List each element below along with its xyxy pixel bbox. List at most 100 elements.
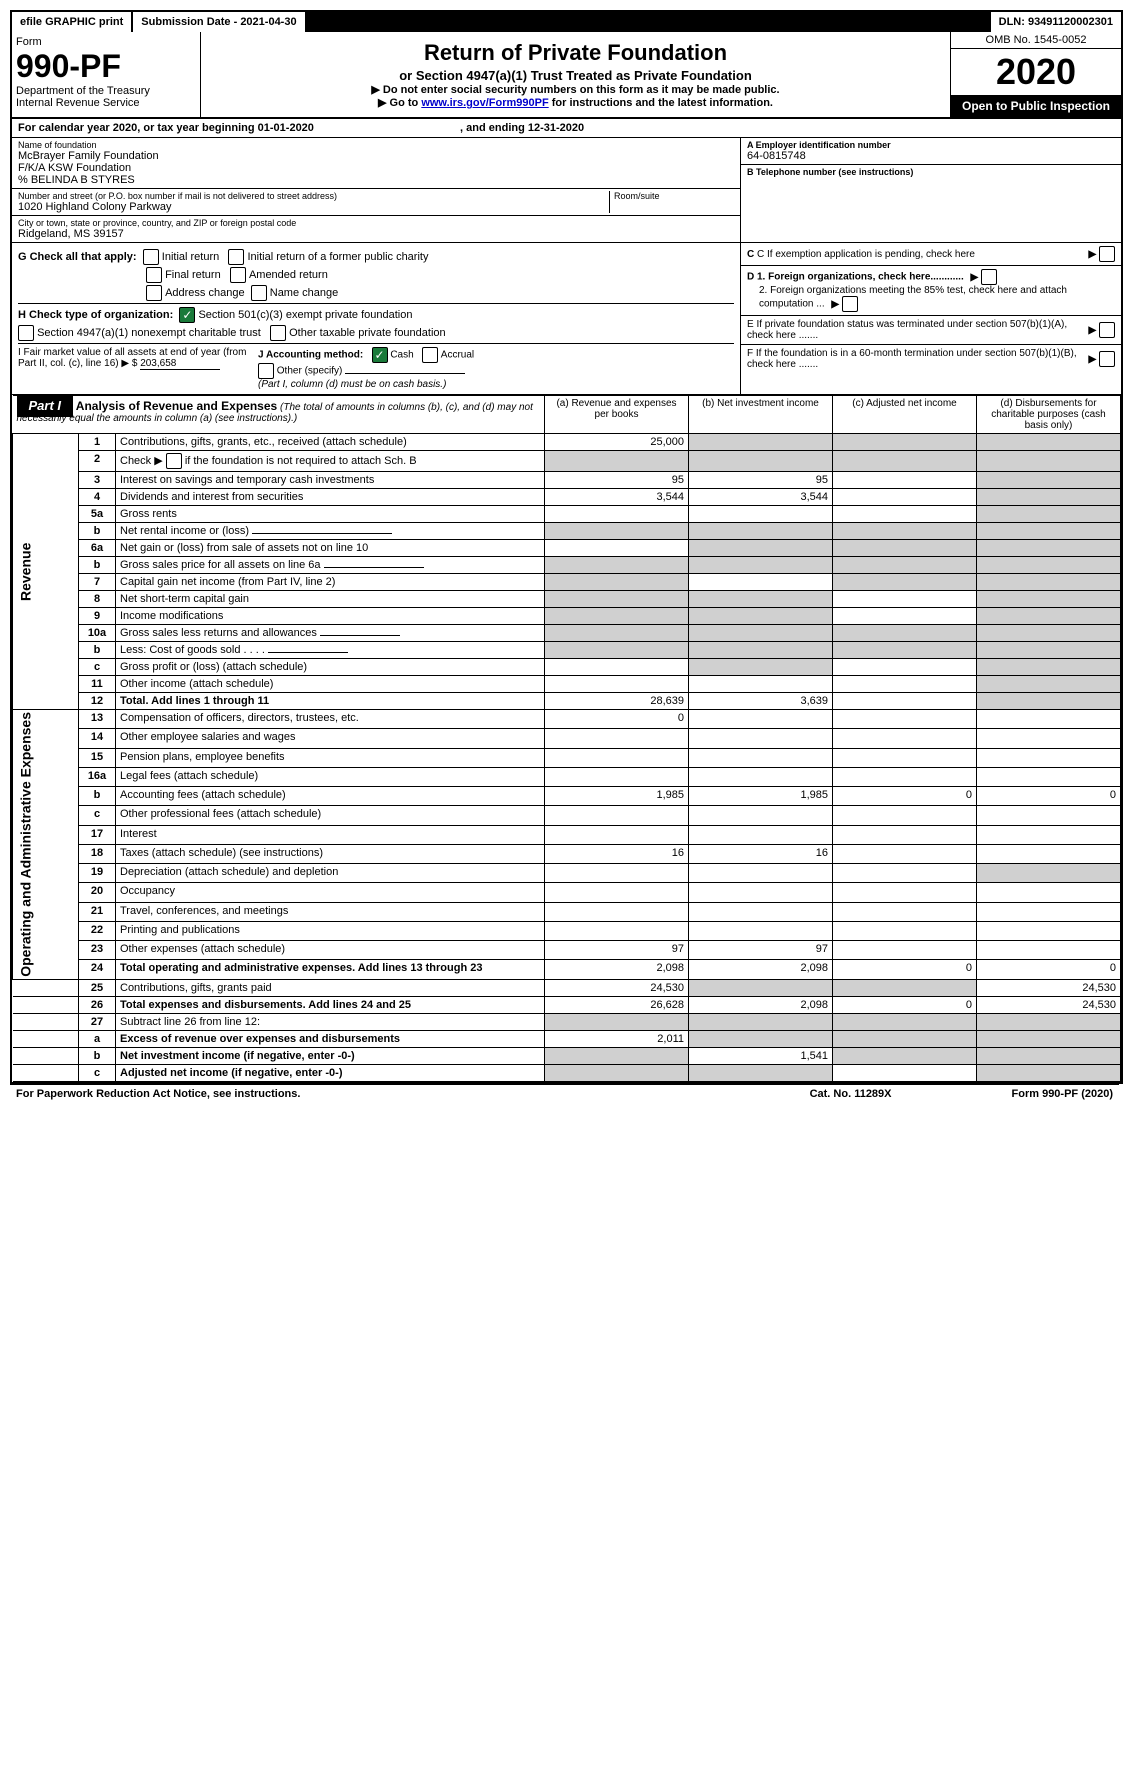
r16b-a: 1,985	[545, 787, 689, 806]
r10c-desc: Gross profit or (loss) (attach schedule)	[116, 659, 545, 676]
row-12: 12Total. Add lines 1 through 1128,6393,6…	[13, 693, 1121, 710]
r4-num: 4	[79, 489, 116, 506]
row-22: 22Printing and publications	[13, 921, 1121, 940]
initial-return-checkbox[interactable]	[143, 249, 159, 265]
r16a-desc: Legal fees (attach schedule)	[116, 767, 545, 786]
open-public-badge: Open to Public Inspection	[951, 95, 1121, 117]
ein-value: 64-0815748	[747, 150, 1115, 162]
r7-desc: Capital gain net income (from Part IV, l…	[116, 574, 545, 591]
telephone-block: B Telephone number (see instructions)	[741, 165, 1121, 191]
r10a-desc: Gross sales less returns and allowances	[116, 625, 545, 642]
r26-b: 2,098	[689, 996, 833, 1013]
initial-former-label: Initial return of a former public charit…	[248, 251, 429, 263]
r16c-desc: Other professional fees (attach schedule…	[116, 806, 545, 825]
footer-left: For Paperwork Reduction Act Notice, see …	[16, 1088, 300, 1100]
c-checkbox[interactable]	[1099, 246, 1115, 262]
r27a-num: a	[79, 1030, 116, 1047]
r23-a: 97	[545, 941, 689, 960]
addr-change-checkbox[interactable]	[146, 285, 162, 301]
r24-d: 0	[977, 960, 1121, 979]
r19-desc: Depreciation (attach schedule) and deple…	[116, 864, 545, 883]
r26-a: 26,628	[545, 996, 689, 1013]
e-checkbox[interactable]	[1099, 322, 1115, 338]
accrual-label: Accrual	[441, 350, 474, 361]
amended-return-checkbox[interactable]	[230, 267, 246, 283]
r9-num: 9	[79, 608, 116, 625]
row-16b: bAccounting fees (attach schedule)1,9851…	[13, 787, 1121, 806]
r25-num: 25	[79, 979, 116, 996]
row-15: 15Pension plans, employee benefits	[13, 748, 1121, 767]
revenue-vert-label: Revenue	[13, 434, 79, 710]
r23-b: 97	[689, 941, 833, 960]
row-23: 23Other expenses (attach schedule)9797	[13, 941, 1121, 960]
form-number: 990-PF	[16, 48, 196, 85]
row-19: 19Depreciation (attach schedule) and dep…	[13, 864, 1121, 883]
r3-desc: Interest on savings and temporary cash i…	[116, 472, 545, 489]
r13-num: 13	[79, 710, 116, 729]
4947-checkbox[interactable]	[18, 325, 34, 341]
top-bar: efile GRAPHIC print Submission Date - 20…	[12, 12, 1121, 32]
instr-line2: ▶ Go to www.irs.gov/Form990PF for instru…	[207, 96, 944, 109]
other-method-checkbox[interactable]	[258, 363, 274, 379]
d2-checkbox[interactable]	[842, 296, 858, 312]
r16b-d: 0	[977, 787, 1121, 806]
r10c-num: c	[79, 659, 116, 676]
tax-year: 2020	[951, 49, 1121, 95]
r14-num: 14	[79, 729, 116, 748]
cal-year-end: , and ending 12-31-2020	[460, 122, 584, 134]
r7-num: 7	[79, 574, 116, 591]
g-row2: Final return Amended return	[18, 267, 734, 283]
initial-former-checkbox[interactable]	[228, 249, 244, 265]
cash-checkbox[interactable]: ✓	[372, 347, 388, 363]
omb-number: OMB No. 1545-0052	[951, 32, 1121, 49]
row-26: 26Total expenses and disbursements. Add …	[13, 996, 1121, 1013]
r3-num: 3	[79, 472, 116, 489]
name-change-checkbox[interactable]	[251, 285, 267, 301]
501c3-checkbox[interactable]: ✓	[179, 307, 195, 323]
other-taxable-checkbox[interactable]	[270, 325, 286, 341]
row-14: 14Other employee salaries and wages	[13, 729, 1121, 748]
name-label: Name of foundation	[18, 140, 734, 150]
r27a-a: 2,011	[545, 1030, 689, 1047]
row-5a: 5aGross rents	[13, 506, 1121, 523]
d-row: D 1. Foreign organizations, check here..…	[741, 266, 1121, 316]
r24-num: 24	[79, 960, 116, 979]
r25-a: 24,530	[545, 979, 689, 996]
part1-header-row: Part I Analysis of Revenue and Expenses …	[13, 396, 1121, 434]
col-b-header: (b) Net investment income	[689, 396, 833, 434]
j-note: (Part I, column (d) must be on cash basi…	[258, 379, 446, 390]
header-right: OMB No. 1545-0052 2020 Open to Public In…	[950, 32, 1121, 117]
row-25: 25Contributions, gifts, grants paid24,53…	[13, 979, 1121, 996]
f-label: F If the foundation is in a 60-month ter…	[747, 348, 1085, 370]
f-checkbox[interactable]	[1099, 351, 1115, 367]
r24-a: 2,098	[545, 960, 689, 979]
r10b-num: b	[79, 642, 116, 659]
r23-num: 23	[79, 941, 116, 960]
irs-link[interactable]: www.irs.gov/Form990PF	[421, 97, 548, 109]
r25-desc: Contributions, gifts, grants paid	[116, 979, 545, 996]
accrual-checkbox[interactable]	[422, 347, 438, 363]
row-9: 9Income modifications	[13, 608, 1121, 625]
row-10c: cGross profit or (loss) (attach schedule…	[13, 659, 1121, 676]
dln: DLN: 93491120002301	[991, 12, 1121, 32]
col-c-header: (c) Adjusted net income	[833, 396, 977, 434]
r24-b: 2,098	[689, 960, 833, 979]
e-label: E If private foundation status was termi…	[747, 319, 1085, 341]
row-17: 17Interest	[13, 825, 1121, 844]
r27-num: 27	[79, 1013, 116, 1030]
r11-desc: Other income (attach schedule)	[116, 676, 545, 693]
tel-label: B Telephone number (see instructions)	[747, 167, 1115, 177]
d1-label: D 1. Foreign organizations, check here..…	[747, 272, 964, 283]
c-label: C If exemption application is pending, c…	[757, 249, 975, 260]
d1-checkbox[interactable]	[981, 269, 997, 285]
amended-return-label: Amended return	[249, 269, 328, 281]
foundation-name-block: Name of foundation McBrayer Family Found…	[12, 138, 740, 189]
check-right: C C If exemption application is pending,…	[740, 243, 1121, 394]
r24-c: 0	[833, 960, 977, 979]
r17-desc: Interest	[116, 825, 545, 844]
sch-b-checkbox[interactable]	[166, 453, 182, 469]
r5a-num: 5a	[79, 506, 116, 523]
r4-b: 3,544	[689, 489, 833, 506]
r26-num: 26	[79, 996, 116, 1013]
final-return-checkbox[interactable]	[146, 267, 162, 283]
